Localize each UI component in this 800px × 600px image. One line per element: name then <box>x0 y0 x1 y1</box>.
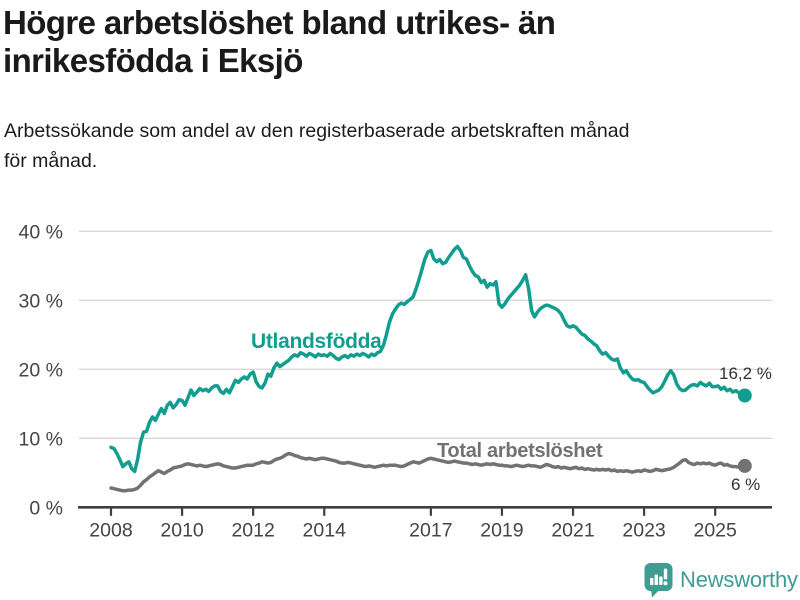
y-axis-label-20: 20 % <box>19 359 63 381</box>
y-axis-label-40: 40 % <box>19 221 63 243</box>
x-axis-label-2019: 2019 <box>480 519 523 541</box>
series-label-total-arbetsloshet: Total arbetslöshet <box>437 440 603 462</box>
y-axis-label-10: 10 % <box>19 428 63 450</box>
chart-subtitle-line-2: för månad. <box>4 150 98 172</box>
x-axis-label-2021: 2021 <box>551 519 594 541</box>
end-value-label-utlandsfodda: 16,2 % <box>719 364 772 383</box>
x-axis-label-2023: 2023 <box>622 519 665 541</box>
x-axis-label-2017: 2017 <box>409 519 452 541</box>
newsworthy-speech-bubble-icon <box>644 563 673 598</box>
page-title-line-2: inrikesfödda i Eksjö <box>3 42 303 79</box>
series-line-utlandsfodda <box>109 244 747 474</box>
chart-subtitle-line-1: Arbetssökande som andel av den registerb… <box>4 120 630 142</box>
end-value-label-total: 6 % <box>731 475 761 494</box>
y-axis-label-0: 0 % <box>29 497 63 519</box>
end-dot-utlandsfodda <box>737 388 752 403</box>
y-axis-label-30: 30 % <box>19 290 63 312</box>
x-axis-label-2014: 2014 <box>303 519 347 541</box>
end-dot-total <box>737 458 752 473</box>
newsworthy-brand-text: Newsworthy <box>680 567 798 592</box>
x-axis-label-2008: 2008 <box>89 519 132 541</box>
newsworthy-logo[interactable]: Newsworthy <box>644 562 798 598</box>
series-line-total <box>109 451 747 493</box>
x-axis-label-2010: 2010 <box>160 519 204 541</box>
page-title-line-1: Högre arbetslöshet bland utrikes- än <box>3 4 556 41</box>
x-axis-label-2012: 2012 <box>231 519 274 541</box>
series-label-utlandsfodda: Utlandsfödda <box>251 330 382 353</box>
x-axis-label-2025: 2025 <box>693 519 737 541</box>
